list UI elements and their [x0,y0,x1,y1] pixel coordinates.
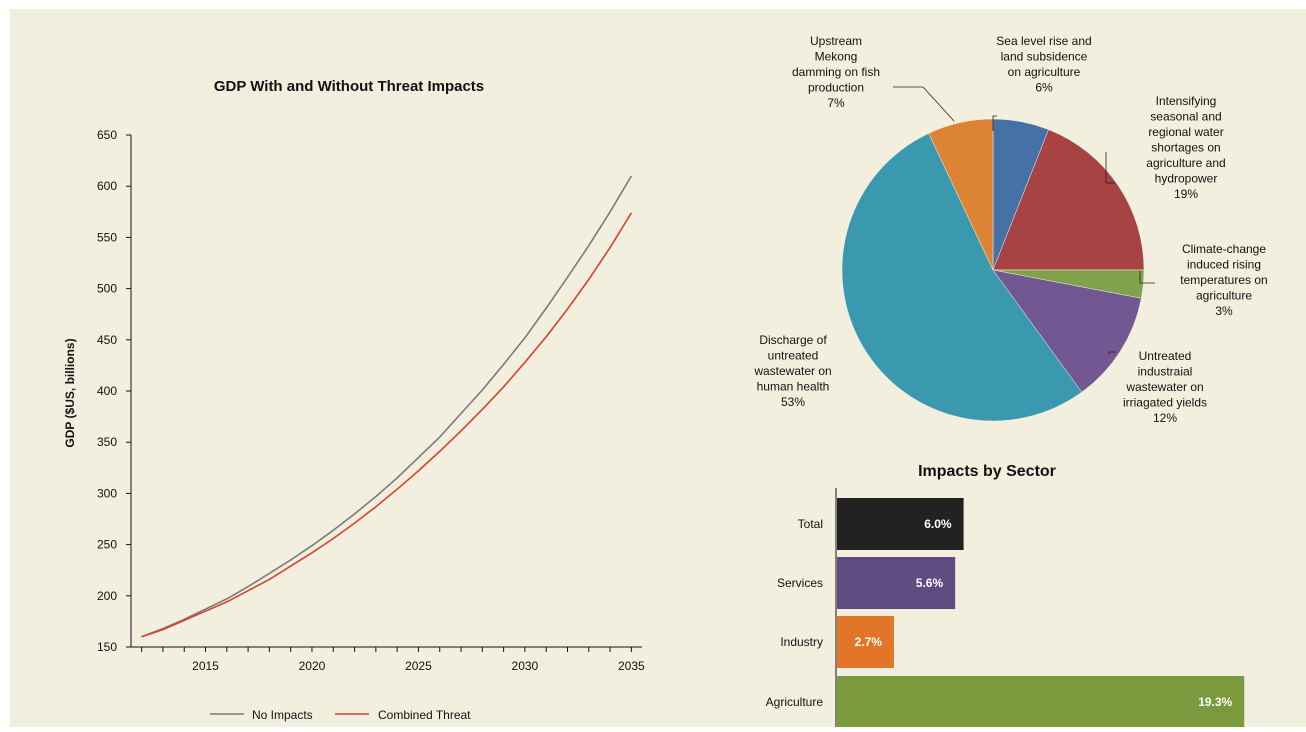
legend-label-combined-threat: Combined Threat [378,708,471,722]
x-ticks: 2015 2020 2025 2030 2035 [141,647,645,673]
pie-slice-human-health [841,133,1083,422]
bar-services [837,557,956,609]
pie-label-mekong-damming: Upstream Mekong damming on fish production 7… [792,34,880,110]
bar-value-label: 5.6% [916,576,944,590]
series-lines [141,175,633,638]
threat-pie-chart: Sea level rise and land subsidence on agri… [753,34,1267,425]
bar-industry [837,616,894,668]
pie-label-human-health: Discharge of untreated wastewater on human … [753,333,831,409]
legend: No Impacts Combined Threat [210,708,471,722]
x-tick-label: 2020 [299,659,326,673]
pie-label-water-shortages: Intensifying seasonal and regional water sh… [1146,94,1225,201]
legend-label-no-impacts: No Impacts [252,708,313,722]
pie-labels: Sea level rise and land subsidence on agri… [753,34,1267,425]
y-tick-label: 600 [97,179,117,193]
gdp-line-chart: GDP With and Without Threat Impacts GDP … [63,78,645,722]
bar-value-label: 19.3% [1198,695,1232,709]
leader-line-mekong [893,86,955,122]
bar-value-label: 6.0% [924,517,952,531]
figure-canvas: GDP With and Without Threat Impacts GDP … [63,34,1268,728]
y-tick-label: 250 [97,538,117,552]
line-chart-title: GDP With and Without Threat Impacts [214,78,484,95]
y-tick-label: 650 [97,128,117,142]
pie-slice-industrial-wastewater [992,269,1142,393]
x-tick-label: 2025 [405,659,432,673]
pie-label-climate-change: Climate-change induced rising temperatures… [1180,242,1267,318]
y-tick-label: 200 [97,589,117,603]
sector-bar-chart: Impacts by Sector Total 6.0% Services 5.6% I… [766,463,1245,728]
bar-agriculture [837,676,1245,728]
pie-slices [841,118,1145,422]
chart-panel: GDP With and Without Threat Impacts GDP … [10,9,1306,728]
y-tick-label: 500 [97,282,117,296]
pie-label-sea-level: Sea level rise and land subsidence on agri… [996,34,1091,95]
pie-slice-water-shortages [992,129,1145,271]
bar-category-label: Services [777,576,823,590]
bars: Total 6.0% Services 5.6% Industry 2.7% Agricul… [766,498,1245,728]
y-tick-label: 400 [97,384,117,398]
series-line-combined-threat [141,212,633,638]
bar-chart-title: Impacts by Sector [918,463,1056,480]
series-line-no-impacts [141,175,633,638]
y-ticks: 150 200 250 300 350 400 450 500 550 600 650 [97,128,131,654]
bar-category-label: Industry [780,635,823,649]
leader-line-climate-change [1139,271,1155,284]
pie-label-industrial-wastewater: Untreated industraial wastewater on irriaga… [1123,349,1207,425]
y-tick-label: 150 [97,640,117,654]
leader-line-sea-level [992,115,997,131]
leader-line-industrial [1108,351,1116,354]
x-tick-label: 2030 [512,659,539,673]
x-tick-label: 2015 [192,659,219,673]
x-tick-label: 2035 [618,659,645,673]
bar-category-label: Agriculture [766,695,824,709]
y-tick-label: 550 [97,230,117,244]
y-tick-label: 350 [97,435,117,449]
bar-value-label: 2.7% [855,635,883,649]
bar-total [837,498,964,550]
leader-line-water-shortages [1105,152,1115,184]
y-tick-label: 300 [97,486,117,500]
y-axis-label: GDP ($US, billions) [63,338,77,447]
y-tick-label: 450 [97,333,117,347]
pie-leader-lines [893,86,1155,354]
bar-category-label: Total [798,517,823,531]
